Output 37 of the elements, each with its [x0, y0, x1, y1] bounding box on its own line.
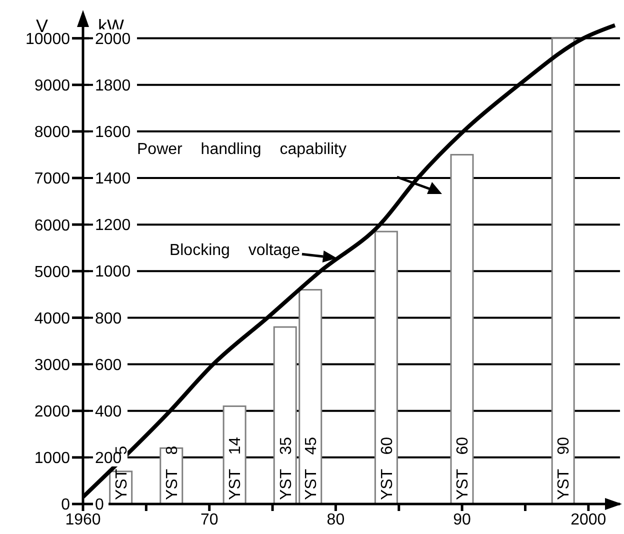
y2-tick-label: 800	[95, 310, 122, 328]
y2-tick-label: 1200	[95, 217, 131, 234]
y-tick-label: 3000	[34, 356, 70, 374]
annotation: YST 60	[454, 436, 472, 500]
y2-tick-label: 1600	[95, 124, 131, 142]
y-tick-label: 0	[61, 496, 70, 514]
annotation: YST 8	[164, 446, 182, 500]
x-tick-label: 90	[453, 511, 472, 528]
annotation: Blocking voltage	[169, 242, 300, 260]
y2-tick-label: 600	[95, 356, 122, 374]
y-tick-label: 4000	[34, 310, 70, 328]
annotation: YST 14	[227, 436, 244, 500]
x-tick-label: 80	[326, 511, 345, 528]
y2-tick-label: 1000	[95, 264, 131, 281]
y-tick-label: 7000	[34, 170, 70, 188]
bar	[551, 38, 575, 504]
annotation: YST 90	[556, 436, 573, 500]
y2-tick-label: 0	[95, 496, 104, 514]
annotation: YST 45	[303, 436, 320, 500]
y2-tick-label: 1800	[95, 77, 131, 94]
y2-tick-label: 400	[95, 403, 122, 420]
y-tick-label: 6000	[34, 217, 70, 234]
y-tick-label: 9000	[34, 78, 70, 95]
x-tick-label: 1960	[65, 511, 101, 528]
annotation: YST 35	[278, 436, 295, 500]
y2-tick-label: 1400	[95, 170, 131, 188]
y-tick-label: 2000	[34, 404, 70, 421]
bar	[222, 405, 246, 504]
y-tick-label: 5000	[34, 264, 70, 281]
x-tick-label: 2000	[570, 511, 606, 528]
y-tick-label: 1000	[34, 450, 70, 468]
bar	[450, 154, 474, 504]
x-tick-label: 70	[200, 511, 218, 528]
bar	[374, 230, 398, 504]
y-tick-label: 8000	[34, 124, 70, 142]
annotation: Power handling capability	[137, 141, 346, 159]
annotation: YST 60	[378, 436, 396, 500]
